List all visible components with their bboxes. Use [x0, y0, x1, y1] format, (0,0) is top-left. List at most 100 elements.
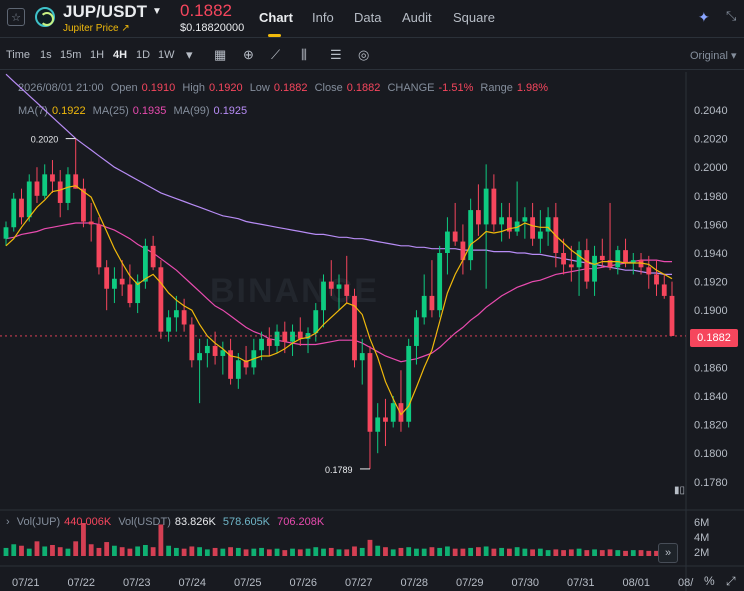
candle-body: [514, 221, 520, 232]
candle-body: [297, 331, 303, 339]
candle-body: [119, 278, 125, 285]
usd-price: $0.18820000: [180, 22, 245, 34]
price-scale-icon[interactable]: ▮▯: [674, 485, 686, 496]
candle-body: [57, 181, 63, 203]
volume-bar: [189, 546, 195, 556]
volume-bar: [305, 548, 311, 556]
volume-bar: [344, 549, 350, 556]
volume-bar: [73, 541, 79, 556]
interval-15m[interactable]: 15m: [60, 49, 82, 61]
candle-body: [445, 231, 450, 253]
tab-data[interactable]: Data: [354, 10, 382, 25]
settings-sliders-icon[interactable]: ☰: [330, 47, 342, 62]
current-price-tag: 0.1882: [690, 329, 738, 347]
source-link-label: Jupiter Price: [63, 23, 119, 34]
candle-body: [537, 231, 543, 239]
tab-audit[interactable]: Audit: [402, 10, 432, 25]
collapse-icon[interactable]: ⤡: [726, 8, 737, 23]
volume-bar: [212, 547, 218, 556]
pair-name[interactable]: JUP/USDT: [63, 2, 148, 21]
candle-body: [646, 267, 652, 275]
y-tick-label: 0.1960: [694, 219, 728, 231]
volume-toggle-icon[interactable]: ›: [6, 516, 10, 528]
interval-1d[interactable]: 1D: [136, 49, 151, 61]
external-arrow-icon: ↗: [121, 23, 130, 34]
volume-bar: [173, 547, 179, 556]
vol-usdt-value: 83.826K: [174, 516, 216, 528]
ma7-line: [5, 185, 673, 416]
candle-body: [313, 310, 319, 334]
interval-1s[interactable]: 1s: [40, 49, 52, 61]
tab-square[interactable]: Square: [453, 10, 495, 25]
x-tick-label: 07/30: [512, 577, 540, 589]
volume-bar: [274, 548, 280, 556]
volume-bar: [398, 547, 404, 556]
scroll-to-latest-button[interactable]: »: [658, 543, 678, 563]
ma25-line: [5, 222, 672, 363]
x-tick-label: 07/24: [179, 577, 207, 589]
volume-bar: [135, 546, 141, 556]
ma25-label: MA(25): [92, 105, 129, 117]
candle-body: [259, 338, 264, 351]
candle-body: [406, 345, 412, 422]
open-label: Open: [110, 82, 138, 94]
volume-bar: [220, 548, 226, 556]
candle-body: [522, 217, 528, 222]
candle-body: [468, 210, 474, 261]
candle-body: [11, 198, 17, 228]
volume-bar: [568, 549, 574, 556]
volume-bar: [34, 541, 40, 556]
pair-dropdown-icon[interactable]: ▼: [152, 6, 162, 17]
tab-chart[interactable]: Chart: [259, 10, 293, 25]
candle-body: [630, 260, 636, 264]
y-tick-label: 0.2020: [694, 134, 728, 146]
volume-bar: [259, 547, 264, 556]
volume-bar: [615, 550, 621, 556]
view-mode-select[interactable]: Original ▾: [690, 49, 737, 62]
volume-bar: [158, 524, 164, 556]
close-value: 0.1882: [346, 82, 381, 94]
volume-bar: [452, 548, 458, 556]
favorite-star-icon[interactable]: ☆: [7, 8, 25, 26]
volume-tick-label: 2M: [694, 547, 709, 559]
volume-bar: [483, 546, 489, 556]
calendar-icon[interactable]: ▦: [214, 47, 227, 62]
candle-body: [592, 255, 597, 282]
interval-1w[interactable]: 1W: [158, 49, 175, 61]
sparkle-icon[interactable]: ✦: [698, 9, 710, 25]
ma25-value: 0.1935: [132, 105, 167, 117]
candle-body: [282, 331, 288, 342]
candle-body: [584, 250, 590, 282]
add-indicator-icon[interactable]: ⊕: [243, 47, 254, 62]
percent-scale-icon[interactable]: %: [704, 574, 715, 588]
volume-bar: [228, 547, 233, 556]
y-tick-label: 0.1820: [694, 420, 728, 432]
last-price: 0.1882: [180, 1, 232, 20]
interval-4h[interactable]: 4H: [113, 49, 128, 61]
candle-body: [150, 245, 156, 268]
candle-type-icon[interactable]: ⫼: [301, 47, 307, 62]
jupiter-logo: [35, 7, 55, 27]
source-link[interactable]: Jupiter Price ↗: [63, 23, 130, 34]
y-tick-label: 0.2040: [694, 105, 728, 117]
target-icon[interactable]: ◎: [358, 47, 370, 62]
volume-bar: [181, 548, 187, 556]
dropdown-caret-icon[interactable]: ▾: [186, 47, 193, 62]
volume-bar: [561, 550, 566, 556]
volume-bar: [522, 548, 528, 556]
y-tick-label: 0.1800: [694, 448, 728, 460]
tab-info[interactable]: Info: [312, 10, 334, 25]
volume-tick-label: 4M: [694, 532, 709, 544]
interval-1h[interactable]: 1H: [90, 49, 105, 61]
line-tool-icon[interactable]: ⟋: [271, 47, 281, 62]
volume-bar: [336, 549, 342, 556]
volume-bar: [297, 549, 303, 556]
volume-bar: [57, 547, 63, 556]
candle-body: [452, 231, 458, 242]
chevron-down-icon: ▾: [730, 50, 737, 62]
view-mode-label: Original: [690, 50, 728, 62]
price-chart[interactable]: 0.2040 0.2020 0.2000 0.1980 0.1960 0.1940 0.19…: [0, 72, 744, 591]
candle-body: [375, 417, 381, 432]
zoom-icon[interactable]: ⤢: [726, 574, 736, 588]
candle-body: [104, 267, 110, 289]
